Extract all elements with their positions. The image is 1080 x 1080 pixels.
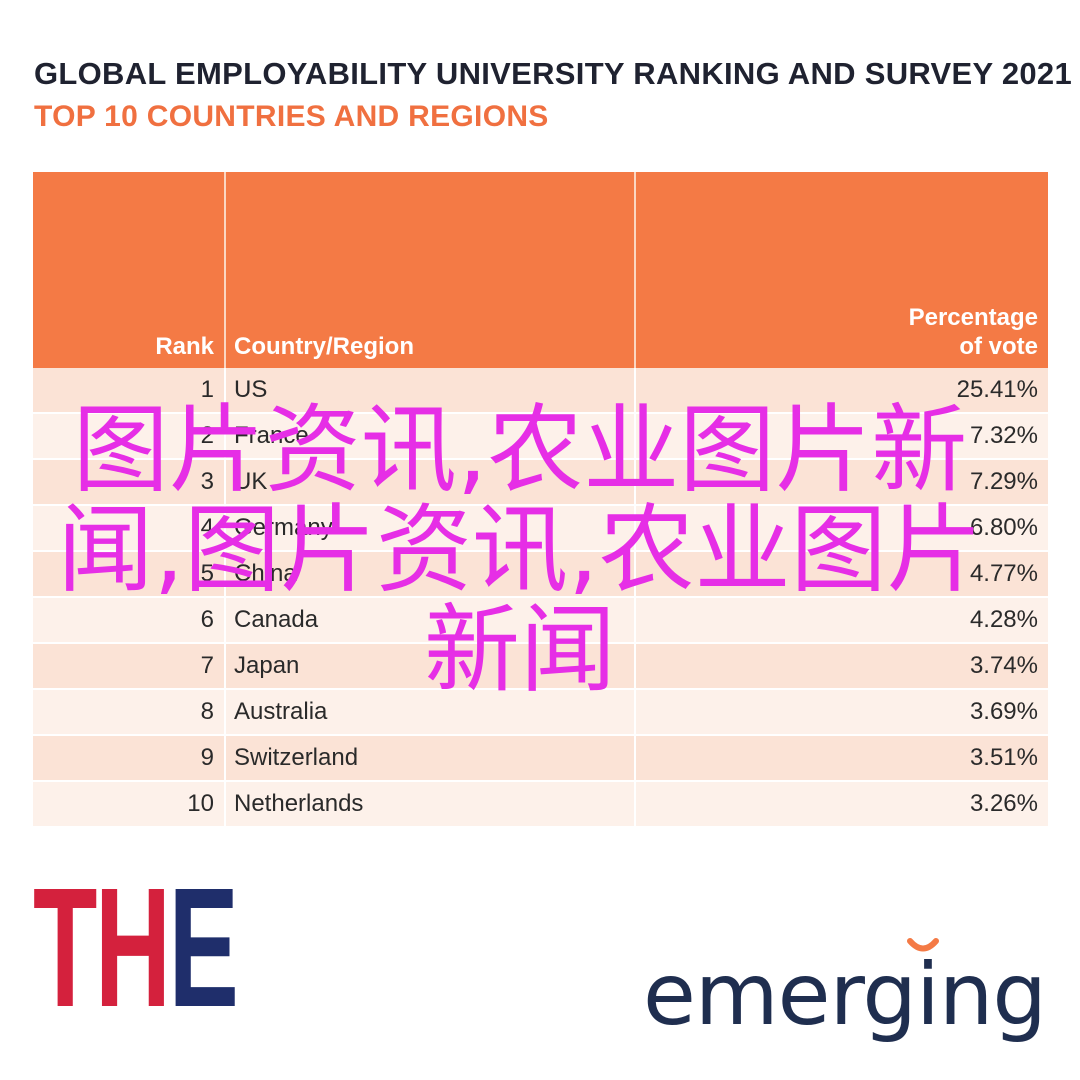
- the-logo-t: T: [33, 853, 97, 1043]
- chart-title: GLOBAL EMPLOYABILITY UNIVERSITY RANKING …: [34, 56, 1073, 91]
- rank-cell: 10: [33, 782, 226, 828]
- header-percentage: Percentage of vote: [636, 172, 1048, 368]
- table-body: 1 US 25.41% 2 France 7.32% 3 UK 7.29% 4 Germany 6.8…: [33, 368, 1048, 828]
- chart-subtitle: TOP 10 COUNTRIES AND REGIONS: [34, 100, 549, 133]
- country-cell: Australia: [226, 690, 636, 736]
- table-row: 9 Switzerland 3.51%: [33, 736, 1048, 782]
- percentage-cell: 3.74%: [636, 644, 1048, 690]
- table-row: 6 Canada 4.28%: [33, 598, 1048, 644]
- rank-cell: 3: [33, 460, 226, 506]
- table-row: 10 Netherlands 3.26%: [33, 782, 1048, 828]
- rank-cell: 6: [33, 598, 226, 644]
- percentage-cell: 3.51%: [636, 736, 1048, 782]
- header-pct-line2: of vote: [959, 333, 1038, 361]
- rank-cell: 2: [33, 414, 226, 460]
- rank-cell: 1: [33, 368, 226, 414]
- table-row: 3 UK 7.29%: [33, 460, 1048, 506]
- table-row: 1 US 25.41%: [33, 368, 1048, 414]
- country-cell: China: [226, 552, 636, 598]
- table-row: 7 Japan 3.74%: [33, 644, 1048, 690]
- header-rank: Rank: [33, 172, 226, 368]
- emerging-logo: emerging: [642, 945, 1047, 1045]
- rank-cell: 4: [33, 506, 226, 552]
- percentage-cell: 3.69%: [636, 690, 1048, 736]
- emerging-smile-icon: [907, 938, 939, 952]
- table-row: 2 France 7.32%: [33, 414, 1048, 460]
- rank-cell: 7: [33, 644, 226, 690]
- country-cell: Netherlands: [226, 782, 636, 828]
- country-cell: Canada: [226, 598, 636, 644]
- country-cell: Germany: [226, 506, 636, 552]
- country-cell: Japan: [226, 644, 636, 690]
- rank-cell: 5: [33, 552, 226, 598]
- the-logo-e: E: [168, 853, 239, 1043]
- percentage-cell: 25.41%: [636, 368, 1048, 414]
- the-logo-h: H: [94, 853, 171, 1043]
- the-logo: THE: [33, 863, 239, 1033]
- header-pct-line1: Percentage: [908, 304, 1038, 332]
- country-cell: Switzerland: [226, 736, 636, 782]
- percentage-cell: 4.28%: [636, 598, 1048, 644]
- country-cell: UK: [226, 460, 636, 506]
- table-row: 8 Australia 3.69%: [33, 690, 1048, 736]
- percentage-cell: 7.29%: [636, 460, 1048, 506]
- table-row: 4 Germany 6.80%: [33, 506, 1048, 552]
- percentage-cell: 7.32%: [636, 414, 1048, 460]
- country-cell: France: [226, 414, 636, 460]
- rank-cell: 9: [33, 736, 226, 782]
- table-header: Rank Country/Region Percentage of vote: [33, 172, 1048, 368]
- rank-cell: 8: [33, 690, 226, 736]
- table-row: 5 China 4.77%: [33, 552, 1048, 598]
- country-cell: US: [226, 368, 636, 414]
- percentage-cell: 4.77%: [636, 552, 1048, 598]
- percentage-cell: 6.80%: [636, 506, 1048, 552]
- header-country: Country/Region: [226, 172, 636, 368]
- percentage-cell: 3.26%: [636, 782, 1048, 828]
